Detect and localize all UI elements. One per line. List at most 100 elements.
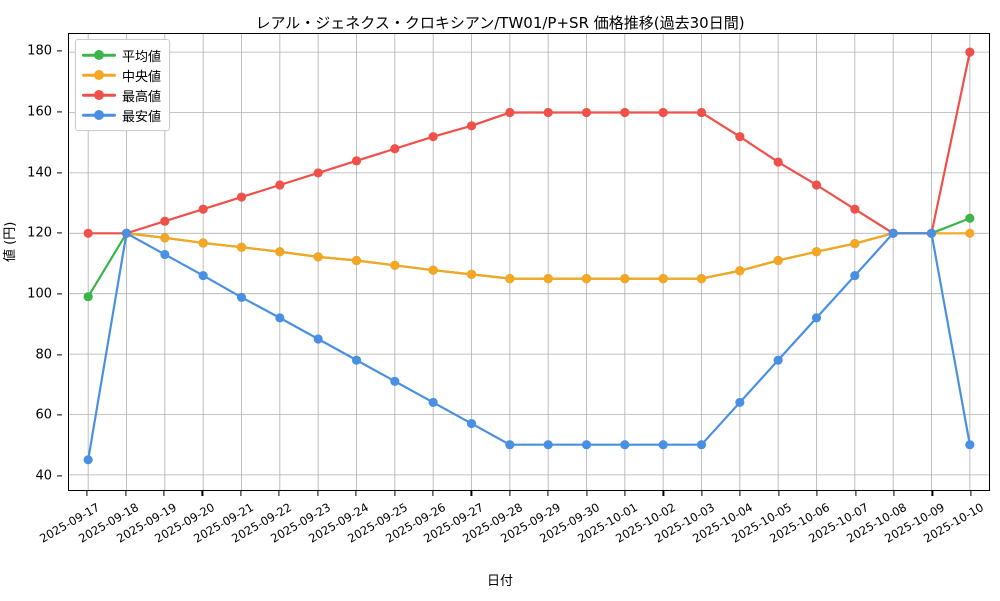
- data-point: [160, 249, 170, 260]
- x-tick-mark: [739, 491, 741, 496]
- y-tick-mark: [57, 293, 62, 295]
- data-point: [466, 269, 477, 279]
- y-tick-label: 180: [27, 43, 52, 59]
- data-point: [658, 274, 668, 284]
- legend-item-0[interactable]: 平均値: [82, 45, 161, 65]
- data-point: [351, 156, 362, 166]
- x-tick-mark: [86, 491, 88, 496]
- data-point: [160, 216, 170, 226]
- data-point: [313, 252, 323, 262]
- data-point: [236, 192, 247, 202]
- x-tick-mark: [278, 491, 280, 496]
- series-line: [125, 232, 971, 280]
- x-tick-mark: [125, 491, 127, 496]
- data-point: [735, 266, 745, 276]
- series-2: [83, 47, 975, 238]
- data-point: [965, 213, 975, 223]
- legend-label: 最高値: [122, 89, 162, 105]
- data-point: [773, 355, 783, 365]
- x-tick-mark: [778, 491, 780, 496]
- y-tick-mark: [57, 475, 62, 477]
- data-point: [351, 355, 362, 365]
- x-tick-mark: [854, 491, 857, 496]
- data-point: [160, 233, 170, 243]
- data-point: [390, 144, 400, 154]
- legend-item-1[interactable]: 中央値: [82, 65, 161, 85]
- series-1: [121, 228, 975, 284]
- data-point: [543, 440, 553, 450]
- legend-swatch-icon: [82, 68, 116, 82]
- data-point: [696, 107, 707, 118]
- y-tick-label: 120: [27, 225, 52, 241]
- x-tick-mark: [547, 491, 549, 496]
- data-point: [620, 274, 630, 284]
- series-lines: [83, 47, 975, 465]
- x-tick-mark: [201, 491, 204, 496]
- data-point: [735, 132, 745, 142]
- data-point: [83, 228, 93, 238]
- data-point: [275, 313, 285, 323]
- legend-label: 平均値: [122, 49, 162, 65]
- y-axis-label: 値 (円): [3, 221, 18, 262]
- y-tick-mark: [57, 171, 62, 174]
- data-point: [658, 107, 668, 118]
- y-tick-label: 140: [27, 165, 52, 181]
- x-tick-mark: [393, 491, 396, 496]
- data-point: [850, 271, 860, 281]
- data-point: [505, 107, 515, 118]
- data-point: [811, 180, 822, 190]
- data-point: [236, 242, 247, 252]
- data-point: [965, 47, 975, 57]
- legend-swatch-icon: [82, 88, 116, 102]
- data-point: [428, 265, 438, 275]
- data-point: [581, 440, 592, 450]
- data-point: [466, 418, 477, 429]
- chart-title: レアル・ジェネクス・クロキシアン/TW01/P+SR 価格推移(過去30日間): [255, 14, 745, 32]
- y-axis-ticks: 40 60 80 100 120 140 160 180: [0, 33, 62, 491]
- data-point: [428, 397, 438, 408]
- data-point: [466, 121, 477, 131]
- data-point: [198, 271, 208, 281]
- y-tick-label: 100: [27, 286, 52, 302]
- data-point: [198, 204, 208, 214]
- data-point: [351, 255, 362, 266]
- series-0: [83, 213, 975, 302]
- legend-swatch-icon: [82, 48, 116, 62]
- data-point: [620, 440, 630, 450]
- data-point: [543, 274, 553, 284]
- x-tick-mark: [624, 491, 626, 496]
- data-point: [965, 228, 975, 238]
- data-point: [773, 255, 783, 266]
- y-tick-label: 80: [35, 347, 52, 362]
- data-point: [888, 228, 898, 238]
- y-tick-mark: [57, 50, 62, 52]
- data-point: [313, 168, 323, 178]
- x-tick-mark: [432, 491, 434, 496]
- x-tick-mark: [931, 491, 933, 496]
- legend-item-3[interactable]: 最安値: [82, 105, 161, 125]
- data-point: [543, 107, 553, 118]
- data-point: [581, 274, 592, 284]
- data-point: [620, 107, 630, 118]
- x-tick-mark: [355, 491, 357, 496]
- data-point: [696, 274, 707, 284]
- legend-item-2[interactable]: 最高値: [82, 85, 161, 105]
- data-point: [390, 260, 400, 270]
- data-point: [735, 397, 745, 408]
- data-point: [505, 274, 515, 284]
- data-point: [83, 455, 93, 465]
- x-tick-mark: [701, 491, 703, 496]
- x-axis-label: 日付: [486, 574, 513, 589]
- x-tick-mark: [662, 491, 665, 496]
- y-tick-label: 160: [27, 104, 52, 120]
- series-3: [83, 228, 975, 465]
- y-tick-mark: [57, 414, 62, 416]
- plot-area: [68, 33, 990, 491]
- x-tick-mark: [893, 491, 895, 496]
- x-axis-ticks: 2025-09-17 2025-09-18 2025-09-19 2025-09-20…: [37, 491, 990, 601]
- data-point: [83, 292, 93, 302]
- data-point: [965, 440, 975, 450]
- x-tick-mark: [317, 491, 319, 496]
- data-point: [236, 292, 247, 302]
